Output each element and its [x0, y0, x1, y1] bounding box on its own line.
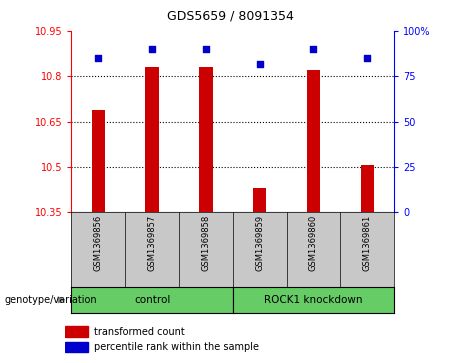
Point — [148, 46, 156, 52]
Bar — [361, 166, 374, 212]
Point — [202, 46, 210, 52]
Bar — [307, 70, 320, 212]
Text: transformed count: transformed count — [95, 327, 185, 337]
Bar — [65, 342, 88, 352]
Bar — [92, 110, 105, 212]
Bar — [253, 188, 266, 212]
Point — [310, 46, 317, 52]
Point — [95, 55, 102, 61]
Bar — [145, 67, 159, 212]
Point — [364, 55, 371, 61]
Text: ROCK1 knockdown: ROCK1 knockdown — [264, 295, 363, 305]
Text: genotype/variation: genotype/variation — [5, 295, 97, 305]
Text: GSM1369861: GSM1369861 — [363, 215, 372, 271]
Point — [256, 61, 263, 66]
Bar — [199, 67, 213, 212]
Text: GSM1369857: GSM1369857 — [148, 215, 157, 271]
Text: GSM1369859: GSM1369859 — [255, 215, 264, 271]
Text: percentile rank within the sample: percentile rank within the sample — [95, 342, 260, 352]
Text: GSM1369856: GSM1369856 — [94, 215, 103, 271]
Text: GSM1369860: GSM1369860 — [309, 215, 318, 271]
Text: GDS5659 / 8091354: GDS5659 / 8091354 — [167, 9, 294, 22]
Text: control: control — [134, 295, 170, 305]
Text: GSM1369858: GSM1369858 — [201, 215, 210, 271]
Bar — [65, 326, 88, 337]
